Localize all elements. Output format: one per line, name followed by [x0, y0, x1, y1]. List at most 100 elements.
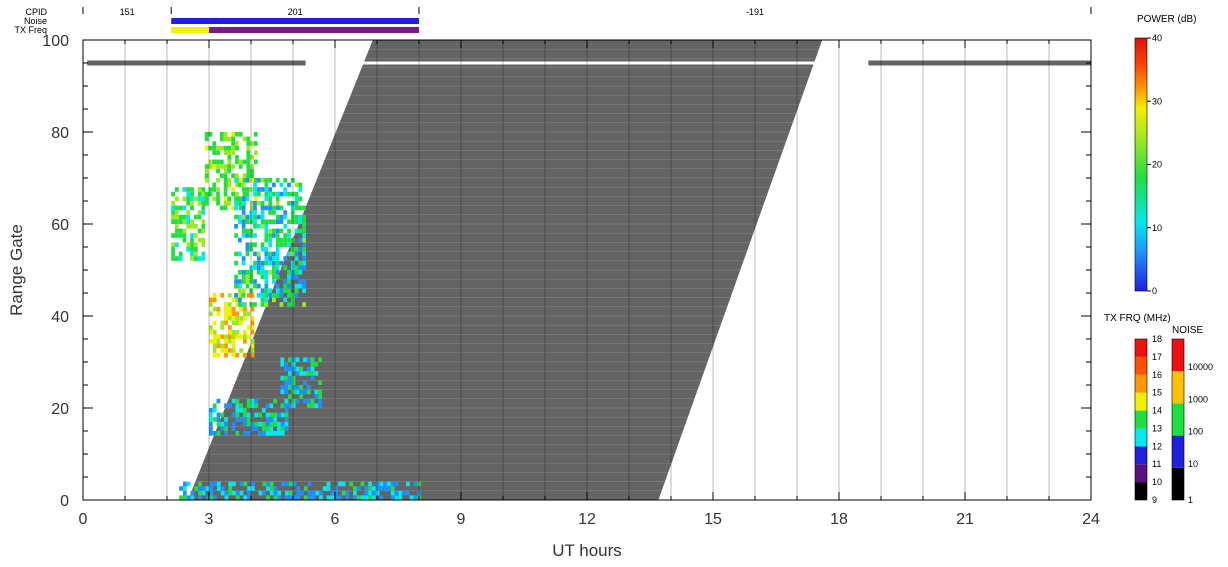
echo-cell — [250, 352, 255, 358]
echo-cell — [227, 403, 232, 408]
y-tick-label: 20 — [51, 401, 69, 418]
echo-cell — [212, 306, 217, 312]
echo-cell — [182, 187, 187, 192]
echo-cell — [246, 293, 251, 298]
echo-cell — [258, 412, 262, 418]
echo-cell — [261, 431, 266, 436]
echo-cell — [186, 481, 191, 487]
echo-cell — [212, 339, 217, 344]
echo-cell — [279, 214, 284, 220]
echo-cell — [245, 219, 250, 224]
echo-cell — [299, 385, 304, 390]
echo-cell — [306, 371, 311, 376]
echo-cell — [247, 490, 251, 496]
echo-cell — [237, 297, 242, 303]
echo-cell — [235, 173, 239, 178]
echo-cell — [287, 403, 292, 408]
echo-cell — [216, 486, 221, 491]
echo-cell — [227, 182, 232, 188]
echo-cell — [186, 224, 191, 229]
echo-cell — [234, 260, 238, 266]
echo-cell — [279, 182, 284, 188]
echo-cell — [209, 421, 213, 427]
echo-cell — [284, 426, 289, 431]
echo-cell — [253, 201, 257, 206]
echo-cell — [243, 431, 247, 436]
echo-cell — [216, 334, 221, 339]
echo-cell — [302, 205, 307, 211]
cpid-label: 201 — [288, 7, 303, 17]
echo-cell — [272, 228, 276, 234]
echo-cell — [171, 247, 175, 252]
echo-cell — [243, 339, 247, 344]
echo-cell — [268, 187, 272, 192]
echo-cell — [314, 362, 319, 367]
echo-cell — [268, 196, 272, 201]
echo-cell — [251, 486, 255, 491]
echo-cell — [253, 191, 257, 197]
echo-cell — [235, 191, 239, 197]
echo-cell — [204, 168, 209, 174]
echo-cell — [182, 219, 187, 224]
echo-cell — [269, 490, 274, 496]
echo-cell — [253, 159, 258, 165]
echo-cell — [318, 380, 322, 385]
echo-cell — [250, 329, 255, 335]
echo-cell — [353, 490, 357, 496]
echo-cell — [296, 495, 301, 500]
echo-cell — [245, 178, 250, 183]
echo-cell — [307, 481, 312, 487]
echo-cell — [394, 481, 399, 487]
echo-cell — [224, 320, 228, 326]
echo-cell — [209, 408, 213, 413]
echo-cell — [219, 173, 224, 178]
echo-cell — [246, 159, 251, 165]
echo-cell — [224, 348, 228, 353]
echo-cell — [245, 274, 250, 280]
echo-cell — [201, 191, 206, 197]
echo-cell — [272, 210, 276, 215]
echo-cell — [250, 187, 254, 192]
echo-cell — [296, 486, 301, 491]
echo-cell — [231, 306, 236, 312]
echo-cell — [249, 214, 254, 220]
echo-cell — [302, 219, 307, 224]
echo-cell — [190, 219, 194, 224]
echo-cell — [235, 155, 239, 160]
echo-cell — [291, 398, 296, 404]
echo-cell — [292, 481, 297, 487]
echo-cell — [287, 237, 291, 243]
echo-cell — [241, 233, 246, 238]
echo-cell — [212, 329, 217, 335]
echo-cell — [216, 178, 220, 183]
echo-cell — [216, 159, 220, 165]
echo-cell — [256, 251, 261, 257]
echo-cell — [268, 260, 272, 266]
echo-cell — [243, 421, 247, 427]
echo-cell — [171, 210, 175, 215]
echo-cell — [326, 481, 331, 487]
echo-cell — [294, 205, 299, 211]
echo-cell — [283, 297, 288, 303]
echo-cell — [216, 168, 220, 174]
echo-cell — [283, 288, 288, 293]
echo-cell — [268, 293, 272, 298]
echo-cell — [310, 375, 315, 381]
echo-cell — [239, 316, 244, 321]
echo-cell — [224, 352, 228, 358]
echo-cell — [239, 403, 244, 408]
echo-cell — [290, 219, 295, 224]
echo-cell — [237, 182, 242, 188]
echo-cell — [387, 481, 391, 487]
echo-cell — [368, 490, 372, 496]
echo-cell — [287, 380, 292, 385]
echo-cell — [298, 205, 303, 211]
echo-cell — [253, 196, 258, 201]
echo-cell — [275, 260, 280, 266]
tx-freq-colorbar-cell — [1135, 356, 1147, 375]
echo-cell — [256, 270, 261, 275]
echo-cell — [272, 265, 276, 270]
echo-cell — [283, 265, 288, 270]
echo-cell — [235, 398, 240, 404]
echo-cell — [390, 490, 395, 496]
